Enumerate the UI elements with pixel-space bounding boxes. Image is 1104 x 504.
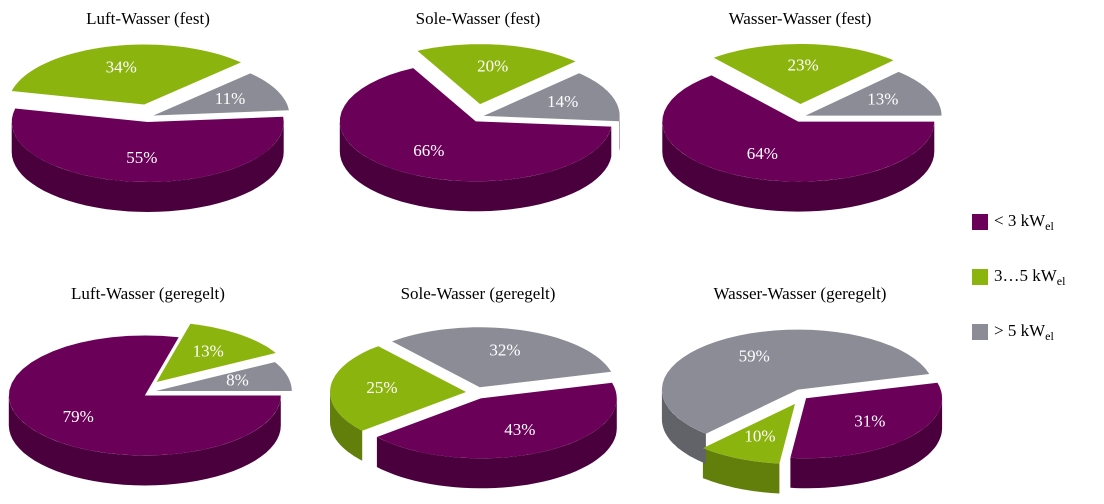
data-label: 34% [106, 58, 137, 77]
legend-main: < 3 kW [994, 211, 1046, 230]
data-label: 13% [193, 341, 224, 360]
pie: 79% 13%8% [8, 323, 292, 486]
data-label: 55% [126, 148, 157, 167]
data-label: 43% [504, 420, 535, 439]
slice [417, 44, 576, 105]
data-label: 64% [747, 144, 778, 163]
slice-side [11, 122, 284, 212]
slice [11, 108, 284, 182]
slice [790, 382, 942, 459]
slice [805, 71, 942, 116]
legend-label: 3…5 kWel [994, 266, 1066, 288]
data-label: 25% [366, 378, 397, 397]
slice [661, 329, 930, 434]
legend-sub: el [1045, 219, 1054, 233]
slice [330, 346, 467, 431]
pie: 64% 23% 13% [662, 44, 942, 212]
slice-side [8, 395, 281, 486]
chart-title: Luft-Wasser (fest) [86, 9, 210, 28]
legend-swatch [972, 269, 988, 285]
slice [339, 68, 612, 182]
slice [153, 73, 289, 116]
data-label: 31% [854, 411, 885, 430]
data-label: 11% [215, 89, 246, 108]
slice [702, 403, 796, 464]
slice [376, 382, 617, 459]
legend-sub: el [1057, 274, 1066, 288]
data-label: 14% [547, 92, 578, 111]
slice-side [619, 115, 620, 152]
chart-title: Luft-Wasser (geregelt) [71, 284, 225, 303]
data-label: 59% [739, 347, 770, 366]
slice-side [790, 398, 943, 489]
pie: 31% 10% 59% [661, 329, 943, 494]
slice-side [661, 389, 706, 464]
data-label: 23% [788, 56, 819, 75]
slice-side [330, 392, 363, 461]
pie: 66% 20% 14% [339, 44, 620, 212]
slice [8, 335, 281, 456]
slice [483, 73, 620, 122]
data-label: 20% [477, 56, 508, 75]
legend-swatch [972, 214, 988, 230]
slice [155, 362, 292, 392]
legend-label: > 5 kWel [994, 321, 1054, 343]
legend-swatch [972, 324, 988, 340]
data-label: 66% [413, 141, 444, 160]
data-label: 10% [744, 427, 775, 446]
slice [392, 327, 612, 388]
slice [713, 44, 894, 105]
slice [662, 75, 935, 182]
pie: 43% 25% 32% [330, 327, 617, 489]
pie: 55% 34% 11% [11, 44, 289, 212]
chart-title: Wasser-Wasser (fest) [729, 9, 872, 28]
chart-title: Wasser-Wasser (geregelt) [714, 284, 887, 303]
slice [11, 44, 242, 105]
data-label: 32% [489, 341, 520, 360]
chart-title: Sole-Wasser (geregelt) [401, 284, 556, 303]
legend-main: 3…5 kW [994, 266, 1058, 285]
slice-side [376, 398, 617, 489]
slice [156, 323, 276, 382]
chart-title: Sole-Wasser (fest) [416, 9, 541, 28]
legend-main: > 5 kW [994, 321, 1046, 340]
data-label: 13% [867, 90, 898, 109]
slice-side [702, 448, 780, 494]
slice-side [339, 121, 612, 212]
data-label: 8% [226, 371, 249, 390]
legend-sub: el [1045, 329, 1054, 343]
slice-side [662, 121, 935, 212]
legend-label: < 3 kWel [994, 211, 1054, 233]
data-label: 79% [63, 407, 94, 426]
